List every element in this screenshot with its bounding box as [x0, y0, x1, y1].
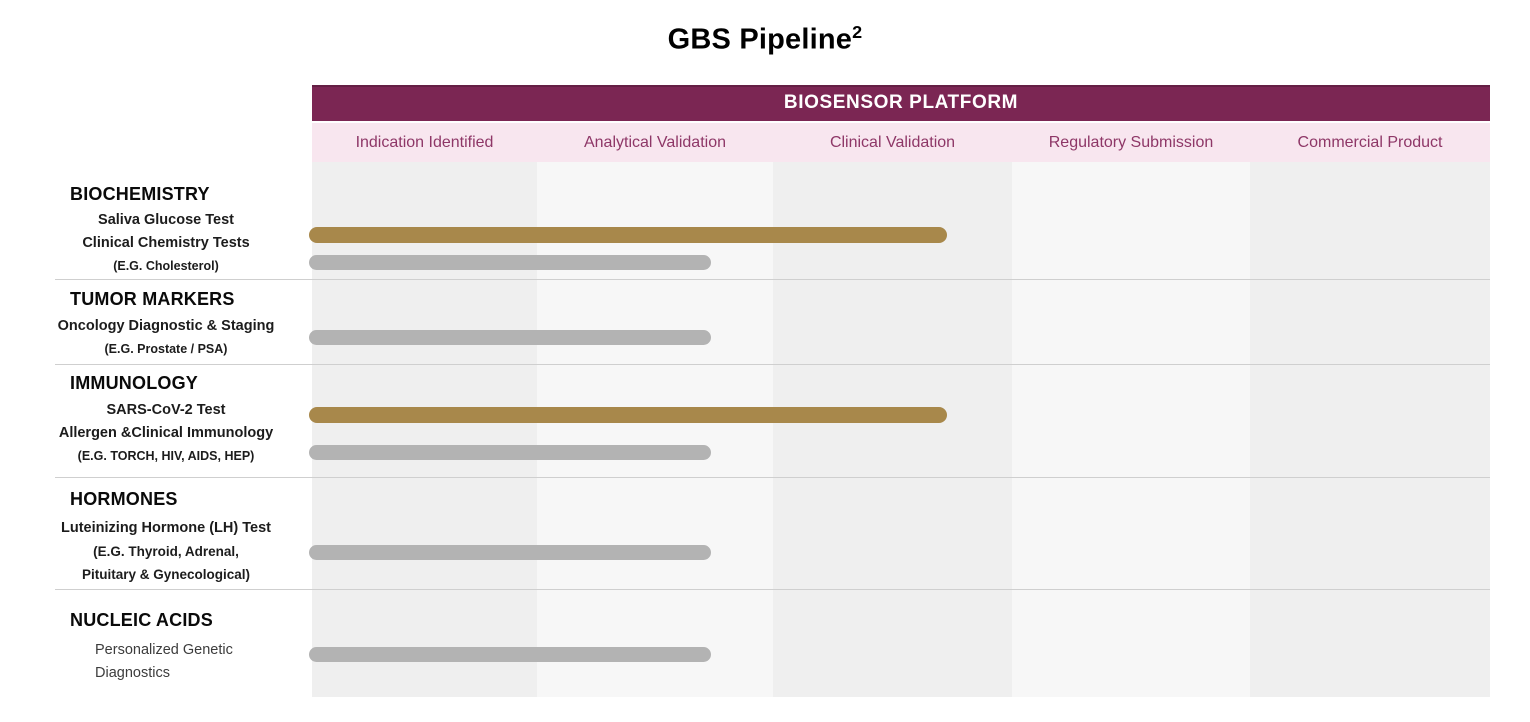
page-title: GBS Pipeline2: [0, 22, 1530, 57]
pipeline-item-label: SARS-CoV-2 Test: [106, 402, 226, 418]
category-items-immunology: SARS-CoV-2 Test Allergen &Clinical Immun…: [40, 399, 292, 468]
stage-label-regulatory-submission: Regulatory Submission: [1048, 133, 1214, 151]
pipeline-chart-area: [312, 162, 1490, 697]
category-header-tumor-markers: TUMOR MARKERS: [70, 289, 235, 309]
stage-label-commercial-product: Commercial Product: [1297, 133, 1443, 151]
pipeline-item-label: Diagnostics: [95, 665, 170, 681]
biosensor-platform-banner-label: BIOSENSOR PLATFORM: [783, 92, 1019, 113]
pipeline-item-label: Luteinizing Hormone (LH) Test: [61, 520, 271, 536]
row-divider: [55, 279, 1490, 280]
category-items-nucleic-acids: Personalized Genetic Diagnostics: [40, 639, 292, 685]
pipeline-item-sublabel: (E.G. Prostate / PSA): [104, 342, 228, 356]
stage-column-background-3: [773, 162, 1012, 697]
stage-column-background-5: [1250, 162, 1490, 697]
pipeline-item-sublabel: (E.G. TORCH, HIV, AIDS, HEP): [77, 449, 255, 463]
stage-label-clinical-validation: Clinical Validation: [829, 133, 956, 151]
page-title-text: GBS Pipeline: [667, 23, 853, 56]
pipeline-item-sublabel: Pituitary & Gynecological): [81, 567, 251, 582]
pipeline-item-label: Clinical Chemistry Tests: [82, 235, 250, 251]
category-items-tumor-markers: Oncology Diagnostic & Staging (E.G. Pros…: [40, 315, 292, 361]
category-header-biochemistry: BIOCHEMISTRY: [70, 184, 210, 204]
pipeline-item-label: Personalized Genetic: [95, 642, 233, 658]
category-header-immunology: IMMUNOLOGY: [70, 373, 198, 393]
row-divider: [55, 364, 1490, 365]
page-title-footnote-marker: 2: [852, 22, 863, 42]
pipeline-item-sublabel: (E.G. Cholesterol): [113, 259, 219, 273]
stage-column-background-1: [312, 162, 537, 697]
pipeline-item-sublabel: (E.G. Thyroid, Adrenal,: [93, 544, 239, 559]
stage-column-background-2: [537, 162, 773, 697]
row-divider: [55, 477, 1490, 478]
category-header-hormones: HORMONES: [70, 489, 178, 509]
stage-column-background-4: [1012, 162, 1250, 697]
pipeline-item-label: Oncology Diagnostic & Staging: [57, 318, 275, 334]
category-items-hormones: Luteinizing Hormone (LH) Test (E.G. Thyr…: [40, 517, 292, 586]
stage-header-row: Indication Identified Analytical Validat…: [312, 123, 1490, 162]
row-divider: [55, 589, 1490, 590]
stage-label-analytical-validation: Analytical Validation: [583, 133, 726, 151]
category-header-nucleic-acids: NUCLEIC ACIDS: [70, 610, 213, 630]
stage-label-indication-identified: Indication Identified: [355, 133, 494, 151]
pipeline-item-label: Allergen &Clinical Immunology: [58, 425, 274, 441]
pipeline-item-label: Saliva Glucose Test: [98, 212, 234, 228]
biosensor-platform-banner: BIOSENSOR PLATFORM: [312, 85, 1490, 121]
category-items-biochemistry: Saliva Glucose Test Clinical Chemistry T…: [40, 209, 292, 278]
